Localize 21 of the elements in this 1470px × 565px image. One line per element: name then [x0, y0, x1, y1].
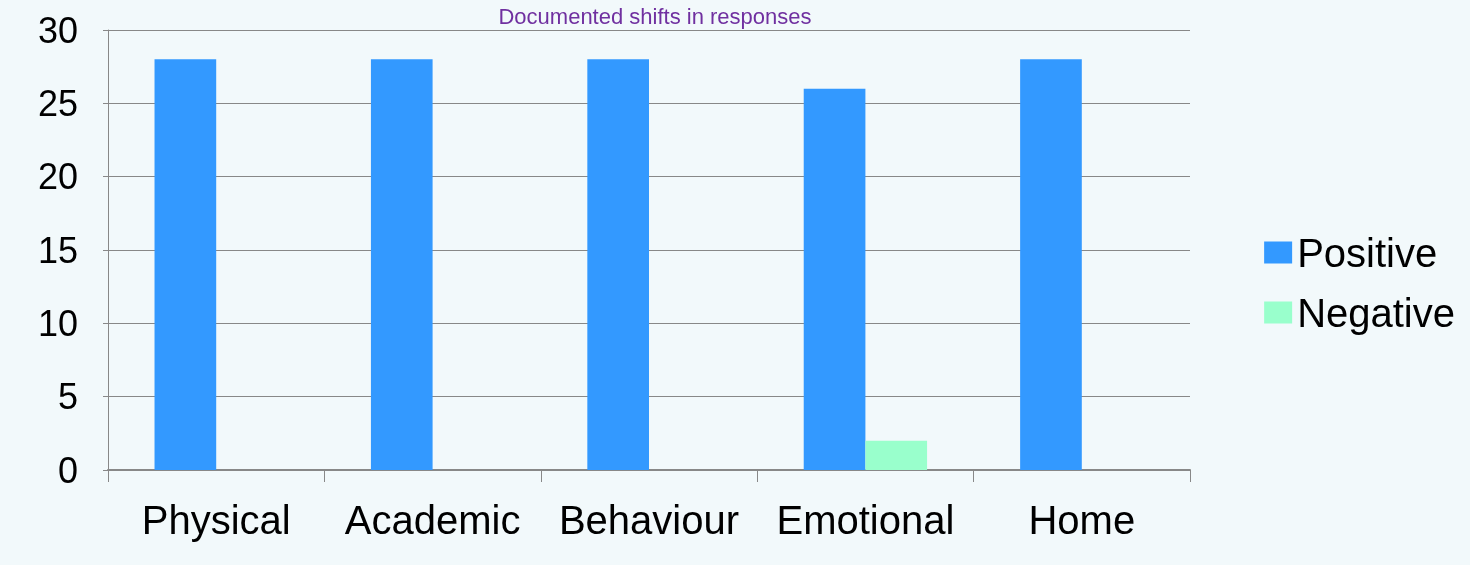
x-tick-label: Physical	[141, 498, 291, 542]
bar	[865, 440, 928, 470]
y-tick-label: 10	[37, 302, 78, 344]
x-tick-label: Home	[1028, 498, 1136, 542]
x-tick-label: Behaviour	[558, 498, 740, 542]
bar	[587, 59, 649, 470]
bar	[154, 59, 217, 470]
x-tick-label: Academic	[344, 498, 521, 542]
y-tick-label: 25	[37, 82, 78, 124]
y-tick-label: 5	[57, 376, 78, 418]
bar	[803, 88, 866, 470]
legend-label: Positive	[1297, 230, 1438, 275]
bar	[1020, 59, 1082, 470]
chart-title: Documented shifts in responses	[498, 3, 812, 29]
legend-label: Negative	[1297, 290, 1455, 335]
y-tick-label: 0	[57, 449, 78, 491]
bar	[370, 59, 433, 470]
y-tick-label: 30	[37, 9, 78, 51]
x-tick-label: Emotional	[776, 498, 955, 542]
y-tick-label: 20	[37, 156, 78, 198]
y-tick-label: 15	[37, 229, 78, 271]
